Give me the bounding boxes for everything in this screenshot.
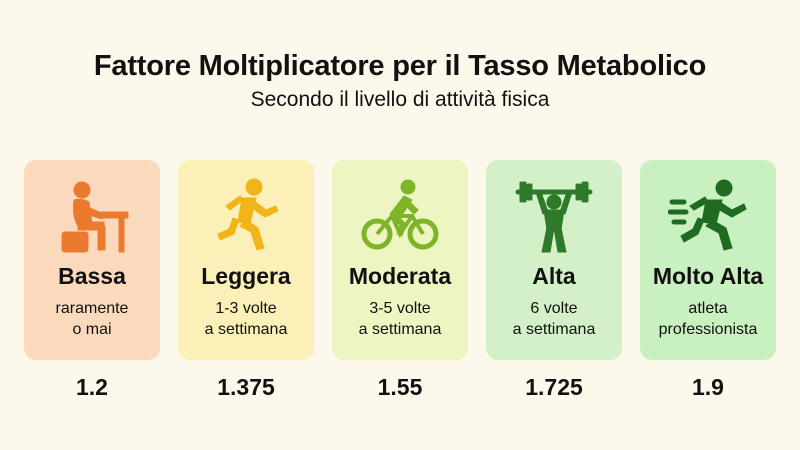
activity-card-leggera: Leggera 1-3 volte a settimana (178, 160, 314, 360)
runner-sprinting-icon (668, 176, 748, 256)
person-walking-icon (206, 176, 286, 256)
activity-level-label: Moderata (348, 263, 452, 289)
multiplier-factor-molto-alta: 1.9 (692, 374, 724, 400)
person-sitting-at-desk-icon (52, 176, 132, 256)
multiplier-factor-leggera: 1.375 (217, 374, 275, 400)
page-title: Fattore Moltiplicatore per il Tasso Meta… (93, 50, 707, 82)
page-subtitle: Secondo il livello di attività fisica (250, 88, 550, 111)
activity-card-alta: Alta 6 volte a settimana (486, 160, 622, 360)
multiplier-factor-bassa: 1.2 (76, 374, 108, 400)
activity-frequency: 1-3 volte a settimana (204, 300, 288, 338)
activity-level-label: Alta (532, 263, 576, 289)
activity-frequency: 6 volte a settimana (512, 300, 596, 338)
cyclist-icon (360, 176, 440, 256)
activity-level-cards: Bassa raramente o mai Leggera (24, 160, 776, 360)
activity-level-label: Bassa (58, 263, 126, 289)
activity-card-molto-alta: Molto Alta atleta professionista (640, 160, 776, 360)
activity-card-bassa: Bassa raramente o mai (24, 160, 160, 360)
activity-frequency: atleta professionista (658, 300, 758, 338)
multiplier-factor-moderata: 1.55 (377, 374, 423, 400)
activity-frequency: raramente o mai (55, 300, 129, 338)
activity-level-label: Leggera (201, 263, 291, 289)
weightlifter-icon (514, 176, 594, 256)
activity-frequency: 3-5 volte a settimana (358, 300, 442, 338)
activity-card-moderata: Moderata 3-5 volte a settimana (332, 160, 468, 360)
activity-level-label: Molto Alta (652, 263, 764, 289)
multiplier-factor-alta: 1.725 (525, 374, 583, 400)
